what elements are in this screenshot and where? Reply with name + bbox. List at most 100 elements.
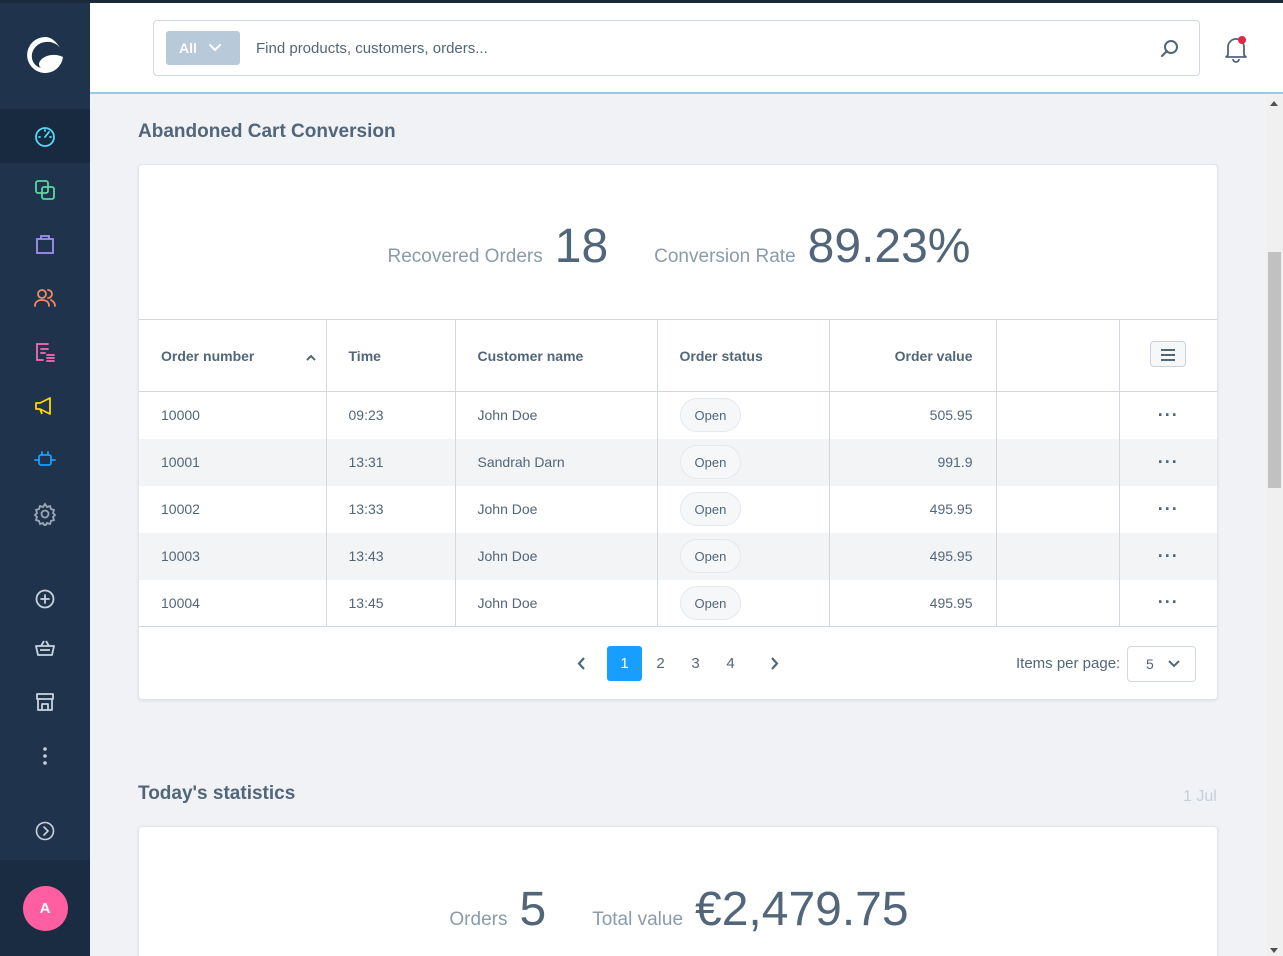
row-actions-button[interactable]: ···	[1119, 438, 1217, 486]
row-actions-button[interactable]: ···	[1119, 532, 1217, 580]
cell-order-value: 505.95	[829, 391, 997, 439]
cell-customer-name: John Doe	[455, 391, 658, 439]
page-scrollbar[interactable]	[1266, 95, 1283, 956]
statistics-date: 1 Jul	[1183, 788, 1217, 805]
abandoned-cart-card: Recovered Orders 18 Conversion Rate 89.2…	[138, 164, 1218, 700]
sidebar-item-extensions[interactable]	[0, 433, 90, 487]
chevron-down-icon	[208, 44, 221, 52]
column-header-time[interactable]: Time	[326, 319, 456, 392]
sidebar-add-button[interactable]	[0, 572, 90, 626]
cell-time: 09:23	[326, 391, 456, 439]
scroll-thumb[interactable]	[1268, 252, 1281, 488]
todays-statistics-card: Orders 5 Total value €2,479.75	[138, 826, 1218, 956]
chevron-down-icon	[1168, 660, 1180, 668]
column-header-customer-name[interactable]: Customer name	[455, 319, 658, 392]
row-actions-button[interactable]: ···	[1157, 404, 1179, 425]
today-total-value: €2,479.75	[695, 883, 909, 936]
table-row[interactable]: 10000 09:23 John Doe Open 505.95 ···	[139, 391, 1217, 439]
scroll-up-arrow-icon[interactable]	[1270, 101, 1278, 106]
sidebar-item-settings[interactable]	[0, 487, 90, 541]
cell-order-value: 991.9	[829, 438, 997, 486]
pagination-page-3[interactable]: 3	[691, 655, 700, 672]
sidebar-expand-button[interactable]	[0, 804, 90, 858]
status-badge: Open	[679, 539, 742, 573]
table-header-row: Order number Time Customer name Order st…	[139, 319, 1217, 392]
notification-bell-icon[interactable]	[1223, 35, 1249, 63]
column-settings-button[interactable]	[1150, 341, 1187, 367]
sidebar-item-dashboard[interactable]	[0, 109, 90, 163]
avatar[interactable]: A	[22, 885, 68, 931]
row-actions-button[interactable]: ···	[1119, 579, 1217, 627]
shopware-logo-icon	[27, 37, 63, 73]
sidebar-sales-channel-basket[interactable]	[0, 621, 90, 675]
cell-order-status: Open	[657, 391, 830, 439]
column-settings-cell	[1119, 319, 1217, 392]
conversion-rate-label: Conversion Rate	[654, 246, 796, 267]
today-total-value-label: Total value	[592, 909, 684, 930]
header: All	[90, 3, 1283, 94]
table-row[interactable]: 10003 13:43 John Doe Open 495.95 ···	[139, 532, 1217, 580]
sidebar-more-button[interactable]	[0, 729, 90, 783]
cell-customer-name: John Doe	[455, 532, 658, 580]
items-per-page-select[interactable]: 5	[1127, 646, 1196, 682]
sidebar-user-area: A	[0, 860, 90, 956]
global-search: All	[153, 20, 1200, 76]
pagination-prev-button[interactable]	[564, 646, 599, 681]
sidebar-item-marketing[interactable]	[0, 379, 90, 433]
pagination-page-4[interactable]: 4	[726, 655, 735, 672]
dashboard-icon	[35, 127, 55, 147]
cell-order-number: 10001	[139, 438, 327, 486]
abandoned-orders-table: Order number Time Customer name Order st…	[139, 319, 1217, 627]
sidebar-sales-channel-store[interactable]	[0, 675, 90, 729]
search-scope-label: All	[179, 40, 197, 56]
pagination-page-1[interactable]: 1	[607, 646, 642, 681]
status-badge: Open	[679, 492, 742, 526]
search-scope-dropdown[interactable]: All	[166, 31, 240, 65]
column-header-order-number[interactable]: Order number	[139, 319, 327, 392]
cell-time: 13:43	[326, 532, 456, 580]
sort-ascending-icon[interactable]	[306, 354, 316, 361]
search-input[interactable]	[256, 35, 1136, 61]
today-orders-label: Orders	[449, 909, 508, 930]
table-row[interactable]: 10002 13:33 John Doe Open 495.95 ···	[139, 485, 1217, 533]
cell-order-number: 10003	[139, 532, 327, 580]
sidebar-item-content[interactable]	[0, 325, 90, 379]
row-actions-button[interactable]: ···	[1157, 498, 1179, 519]
status-badge: Open	[679, 445, 742, 479]
cell-empty	[996, 391, 1120, 439]
chevron-right-circle-icon	[35, 821, 55, 841]
cell-order-status: Open	[657, 532, 830, 580]
cell-order-status: Open	[657, 579, 830, 627]
sidebar-item-customers[interactable]	[0, 271, 90, 325]
cell-order-status: Open	[657, 485, 830, 533]
search-icon[interactable]	[1159, 38, 1181, 60]
chevron-left-icon	[577, 657, 585, 670]
pagination: 1 2 3 4 Items per page: 5	[139, 629, 1217, 699]
abandoned-cart-kpis: Recovered Orders 18 Conversion Rate 89.2…	[139, 165, 1219, 319]
plus-circle-icon	[35, 589, 55, 609]
pagination-next-button[interactable]	[757, 646, 792, 681]
app-logo[interactable]	[0, 0, 90, 110]
cell-order-value: 495.95	[829, 579, 997, 627]
pagination-page-2[interactable]: 2	[656, 655, 665, 672]
customers-icon	[34, 289, 56, 307]
cell-time: 13:31	[326, 438, 456, 486]
scroll-down-arrow-icon[interactable]	[1270, 948, 1278, 953]
sidebar-item-catalogues[interactable]	[0, 163, 90, 217]
more-vertical-icon	[43, 747, 47, 765]
column-header-empty	[996, 319, 1120, 392]
cell-order-status: Open	[657, 438, 830, 486]
marketing-icon	[35, 397, 51, 415]
column-header-order-status[interactable]: Order status	[657, 319, 830, 392]
items-per-page-value: 5	[1146, 656, 1154, 672]
cell-customer-name: John Doe	[455, 579, 658, 627]
table-row[interactable]: 10004 13:45 John Doe Open 495.95 ···	[139, 579, 1217, 627]
window-top-strip	[0, 0, 1283, 3]
sidebar-item-orders[interactable]	[0, 217, 90, 271]
table-row[interactable]: 10001 13:31 Sandrah Darn Open 991.9 ···	[139, 438, 1217, 486]
cell-order-number: 10000	[139, 391, 327, 439]
column-header-order-value[interactable]: Order value	[829, 319, 997, 392]
storefront-icon	[36, 693, 54, 711]
content-icon	[36, 343, 55, 362]
todays-statistics-kpis: Orders 5 Total value €2,479.75	[139, 827, 1219, 956]
